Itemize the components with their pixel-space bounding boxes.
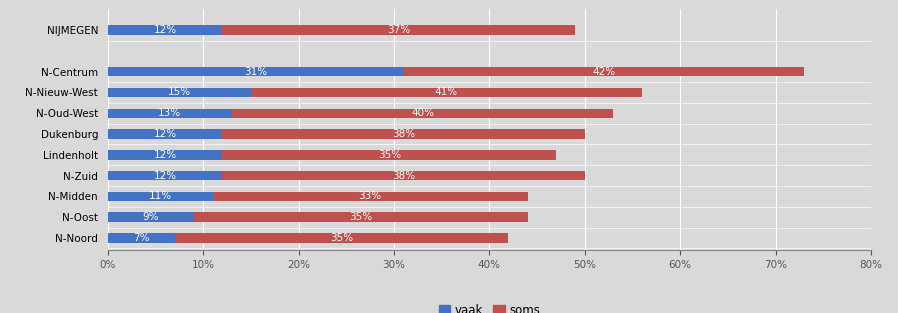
- Text: 15%: 15%: [168, 88, 191, 97]
- Text: 37%: 37%: [387, 25, 410, 35]
- Bar: [108, 150, 223, 160]
- Text: 7%: 7%: [133, 233, 149, 243]
- Text: 33%: 33%: [358, 191, 382, 201]
- Bar: [251, 88, 642, 97]
- Bar: [108, 25, 223, 35]
- Legend: vaak, soms: vaak, soms: [438, 304, 541, 313]
- Bar: [213, 192, 528, 201]
- Text: 35%: 35%: [330, 233, 353, 243]
- Bar: [108, 109, 232, 118]
- Bar: [108, 213, 194, 222]
- Bar: [108, 171, 223, 180]
- Bar: [223, 25, 576, 35]
- Text: 31%: 31%: [244, 67, 268, 77]
- Bar: [108, 67, 403, 76]
- Bar: [232, 109, 613, 118]
- Bar: [108, 192, 213, 201]
- Text: 11%: 11%: [149, 191, 172, 201]
- Text: 40%: 40%: [411, 108, 434, 118]
- Bar: [194, 213, 527, 222]
- Bar: [223, 171, 585, 180]
- Text: 35%: 35%: [378, 150, 401, 160]
- Bar: [108, 233, 174, 243]
- Text: 9%: 9%: [143, 212, 159, 222]
- Bar: [223, 129, 585, 139]
- Text: 42%: 42%: [593, 67, 615, 77]
- Text: 13%: 13%: [158, 108, 181, 118]
- Bar: [108, 129, 223, 139]
- Text: 38%: 38%: [392, 171, 415, 181]
- Bar: [108, 88, 251, 97]
- Text: 41%: 41%: [435, 88, 458, 97]
- Text: 12%: 12%: [154, 150, 177, 160]
- Bar: [223, 150, 556, 160]
- Bar: [174, 233, 508, 243]
- Text: 12%: 12%: [154, 171, 177, 181]
- Text: 12%: 12%: [154, 25, 177, 35]
- Bar: [403, 67, 805, 76]
- Text: 12%: 12%: [154, 129, 177, 139]
- Text: 35%: 35%: [349, 212, 372, 222]
- Text: 38%: 38%: [392, 129, 415, 139]
